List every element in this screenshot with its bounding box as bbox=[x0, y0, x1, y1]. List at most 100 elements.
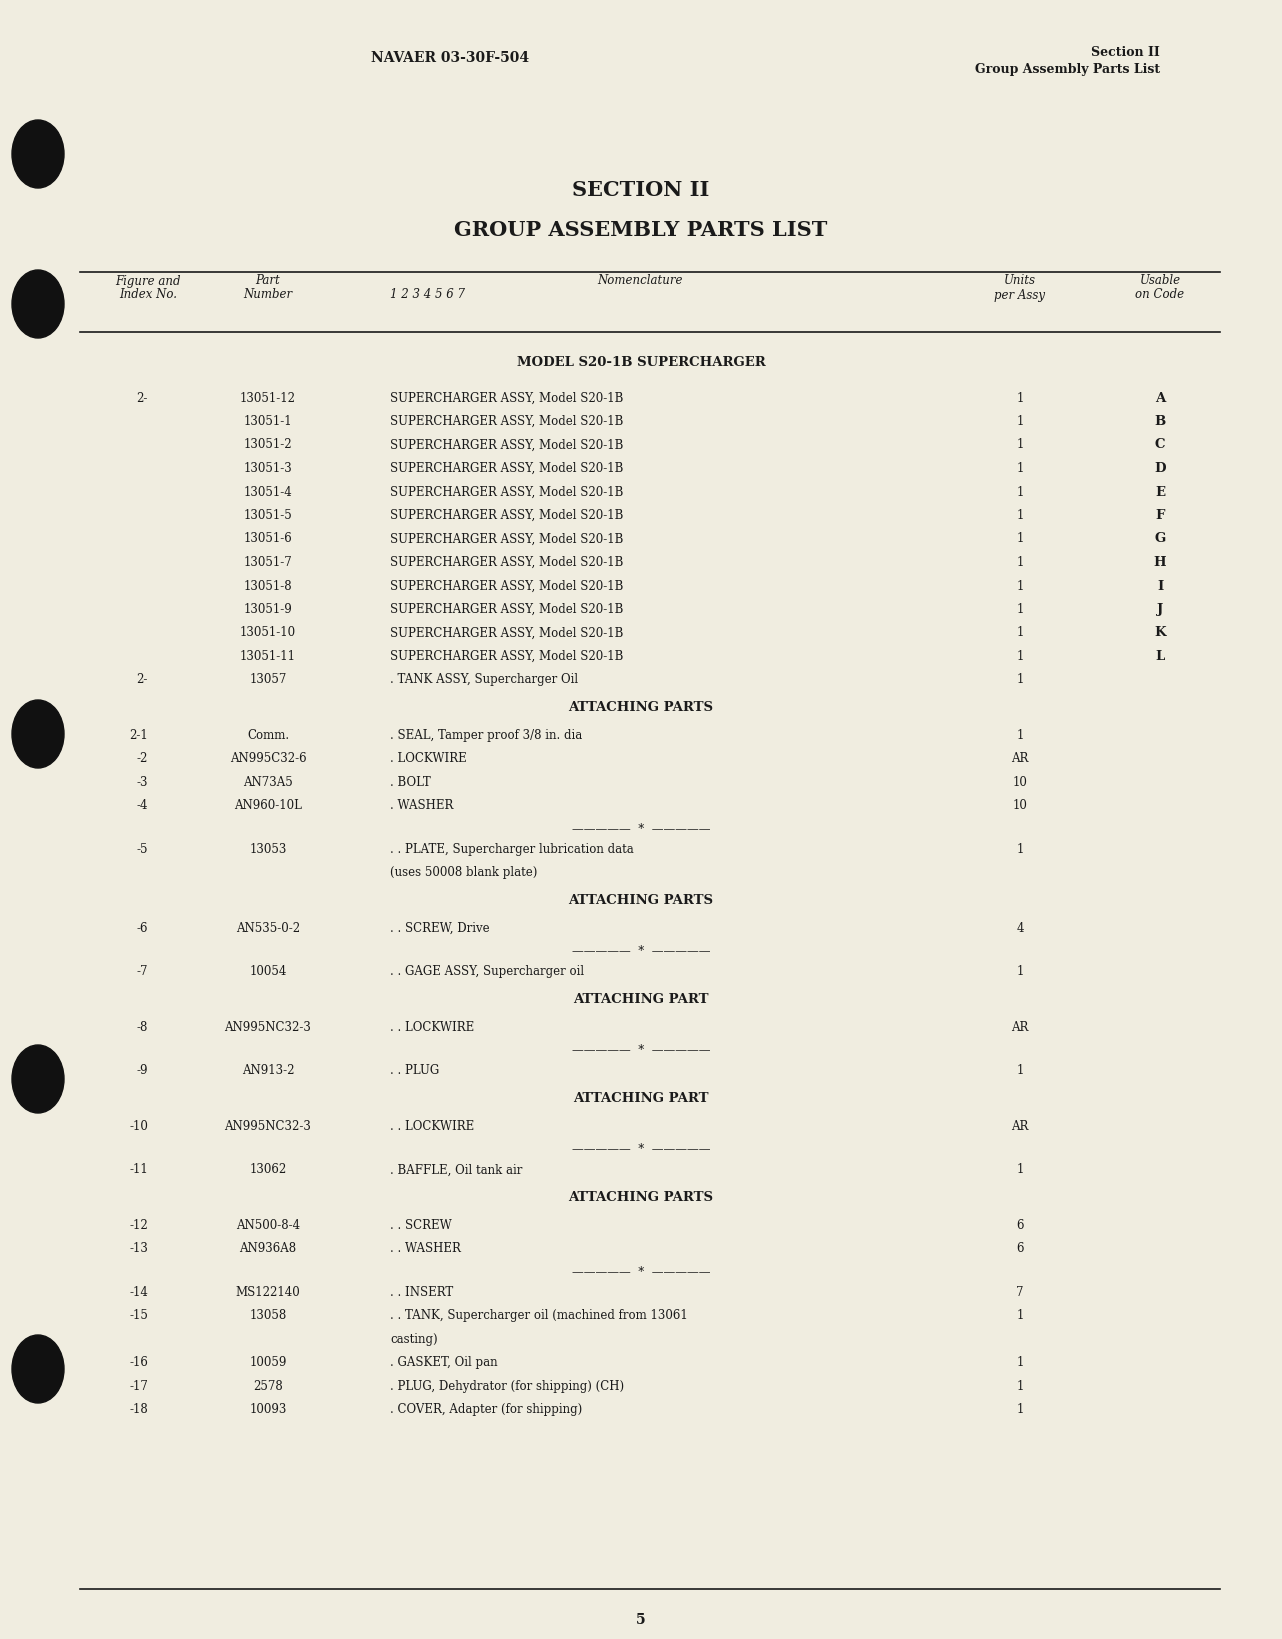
Text: Group Assembly Parts List: Group Assembly Parts List bbox=[974, 64, 1160, 77]
Ellipse shape bbox=[12, 700, 64, 769]
Text: 10054: 10054 bbox=[249, 965, 287, 978]
Text: AN500-8-4: AN500-8-4 bbox=[236, 1218, 300, 1231]
Text: SUPERCHARGER ASSY, Model S20-1B: SUPERCHARGER ASSY, Model S20-1B bbox=[390, 485, 623, 498]
Text: Comm.: Comm. bbox=[247, 729, 288, 741]
Text: 13051-2: 13051-2 bbox=[244, 438, 292, 451]
Text: on Code: on Code bbox=[1136, 288, 1185, 302]
Text: 1: 1 bbox=[1017, 579, 1024, 592]
Text: 1: 1 bbox=[1017, 392, 1024, 405]
Text: . . PLATE, Supercharger lubrication data: . . PLATE, Supercharger lubrication data bbox=[390, 842, 633, 856]
Text: J: J bbox=[1156, 603, 1163, 616]
Text: . . LOCKWIRE: . . LOCKWIRE bbox=[390, 1119, 474, 1133]
Text: 13051-12: 13051-12 bbox=[240, 392, 296, 405]
Text: 6: 6 bbox=[1017, 1242, 1024, 1255]
Text: 13058: 13058 bbox=[250, 1308, 287, 1321]
Text: . . GAGE ASSY, Supercharger oil: . . GAGE ASSY, Supercharger oil bbox=[390, 965, 585, 978]
Text: SUPERCHARGER ASSY, Model S20-1B: SUPERCHARGER ASSY, Model S20-1B bbox=[390, 508, 623, 521]
Text: SUPERCHARGER ASSY, Model S20-1B: SUPERCHARGER ASSY, Model S20-1B bbox=[390, 533, 623, 546]
Text: 13051-3: 13051-3 bbox=[244, 462, 292, 475]
Text: . . INSERT: . . INSERT bbox=[390, 1285, 454, 1298]
Text: casting): casting) bbox=[390, 1333, 437, 1346]
Text: —————  *  —————: ————— * ————— bbox=[572, 823, 710, 836]
Text: 13051-8: 13051-8 bbox=[244, 579, 292, 592]
Text: A: A bbox=[1155, 392, 1165, 405]
Text: C: C bbox=[1155, 438, 1165, 451]
Text: -6: -6 bbox=[136, 921, 147, 934]
Text: ATTACHING PARTS: ATTACHING PARTS bbox=[568, 700, 714, 713]
Text: (uses 50008 blank plate): (uses 50008 blank plate) bbox=[390, 865, 537, 879]
Text: . WASHER: . WASHER bbox=[390, 798, 454, 811]
Text: 13051-11: 13051-11 bbox=[240, 649, 296, 662]
Text: -15: -15 bbox=[129, 1308, 147, 1321]
Text: MS122140: MS122140 bbox=[236, 1285, 300, 1298]
Text: AN995NC32-3: AN995NC32-3 bbox=[224, 1021, 312, 1033]
Text: 1: 1 bbox=[1017, 438, 1024, 451]
Text: per Assy: per Assy bbox=[995, 288, 1046, 302]
Text: 10: 10 bbox=[1013, 798, 1027, 811]
Text: NAVAER 03-30F-504: NAVAER 03-30F-504 bbox=[370, 51, 529, 66]
Text: 1 2 3 4 5 6 7: 1 2 3 4 5 6 7 bbox=[390, 288, 465, 302]
Text: . TANK ASSY, Supercharger Oil: . TANK ASSY, Supercharger Oil bbox=[390, 674, 578, 687]
Text: Part: Part bbox=[255, 274, 281, 287]
Text: -12: -12 bbox=[129, 1218, 147, 1231]
Text: -7: -7 bbox=[136, 965, 147, 978]
Text: 13051-6: 13051-6 bbox=[244, 533, 292, 546]
Text: -4: -4 bbox=[136, 798, 147, 811]
Text: 13051-4: 13051-4 bbox=[244, 485, 292, 498]
Text: 2578: 2578 bbox=[253, 1378, 283, 1392]
Text: -10: -10 bbox=[129, 1119, 147, 1133]
Text: Number: Number bbox=[244, 288, 292, 302]
Text: 1: 1 bbox=[1017, 1378, 1024, 1392]
Text: -5: -5 bbox=[136, 842, 147, 856]
Text: Usable: Usable bbox=[1140, 274, 1181, 287]
Text: 1: 1 bbox=[1017, 603, 1024, 616]
Text: 1: 1 bbox=[1017, 1308, 1024, 1321]
Text: -9: -9 bbox=[136, 1064, 147, 1077]
Text: SUPERCHARGER ASSY, Model S20-1B: SUPERCHARGER ASSY, Model S20-1B bbox=[390, 438, 623, 451]
Text: 1: 1 bbox=[1017, 1162, 1024, 1175]
Text: Nomenclature: Nomenclature bbox=[597, 274, 683, 287]
Text: -14: -14 bbox=[129, 1285, 147, 1298]
Text: K: K bbox=[1154, 626, 1165, 639]
Text: . . SCREW, Drive: . . SCREW, Drive bbox=[390, 921, 490, 934]
Text: 7: 7 bbox=[1017, 1285, 1024, 1298]
Text: . GASKET, Oil pan: . GASKET, Oil pan bbox=[390, 1355, 497, 1369]
Text: 10: 10 bbox=[1013, 775, 1027, 788]
Text: AN73A5: AN73A5 bbox=[244, 775, 292, 788]
Text: . . PLUG: . . PLUG bbox=[390, 1064, 440, 1077]
Text: 1: 1 bbox=[1017, 508, 1024, 521]
Text: —————  *  —————: ————— * ————— bbox=[572, 1142, 710, 1155]
Ellipse shape bbox=[12, 1046, 64, 1113]
Text: 1: 1 bbox=[1017, 649, 1024, 662]
Text: -11: -11 bbox=[129, 1162, 147, 1175]
Text: SUPERCHARGER ASSY, Model S20-1B: SUPERCHARGER ASSY, Model S20-1B bbox=[390, 556, 623, 569]
Text: . . SCREW: . . SCREW bbox=[390, 1218, 451, 1231]
Text: 1: 1 bbox=[1017, 965, 1024, 978]
Text: AN960-10L: AN960-10L bbox=[235, 798, 303, 811]
Text: 13057: 13057 bbox=[249, 674, 287, 687]
Text: . COVER, Adapter (for shipping): . COVER, Adapter (for shipping) bbox=[390, 1403, 582, 1416]
Text: 1: 1 bbox=[1017, 729, 1024, 741]
Text: 1: 1 bbox=[1017, 415, 1024, 428]
Text: ATTACHING PARTS: ATTACHING PARTS bbox=[568, 893, 714, 906]
Text: . PLUG, Dehydrator (for shipping) (CH): . PLUG, Dehydrator (for shipping) (CH) bbox=[390, 1378, 624, 1392]
Text: 5: 5 bbox=[636, 1613, 646, 1626]
Text: 1: 1 bbox=[1017, 556, 1024, 569]
Text: AN995NC32-3: AN995NC32-3 bbox=[224, 1119, 312, 1133]
Text: SUPERCHARGER ASSY, Model S20-1B: SUPERCHARGER ASSY, Model S20-1B bbox=[390, 462, 623, 475]
Text: AN995C32-6: AN995C32-6 bbox=[229, 752, 306, 765]
Text: 2-: 2- bbox=[137, 392, 147, 405]
Text: 6: 6 bbox=[1017, 1218, 1024, 1231]
Text: 1: 1 bbox=[1017, 462, 1024, 475]
Text: ATTACHING PARTS: ATTACHING PARTS bbox=[568, 1190, 714, 1203]
Text: . SEAL, Tamper proof 3/8 in. dia: . SEAL, Tamper proof 3/8 in. dia bbox=[390, 729, 582, 741]
Text: . BAFFLE, Oil tank air: . BAFFLE, Oil tank air bbox=[390, 1162, 522, 1175]
Text: AR: AR bbox=[1011, 752, 1028, 765]
Text: -2: -2 bbox=[137, 752, 147, 765]
Text: L: L bbox=[1155, 649, 1164, 662]
Text: -3: -3 bbox=[136, 775, 147, 788]
Text: AN936A8: AN936A8 bbox=[240, 1242, 296, 1255]
Text: AR: AR bbox=[1011, 1119, 1028, 1133]
Text: -16: -16 bbox=[129, 1355, 147, 1369]
Text: H: H bbox=[1154, 556, 1167, 569]
